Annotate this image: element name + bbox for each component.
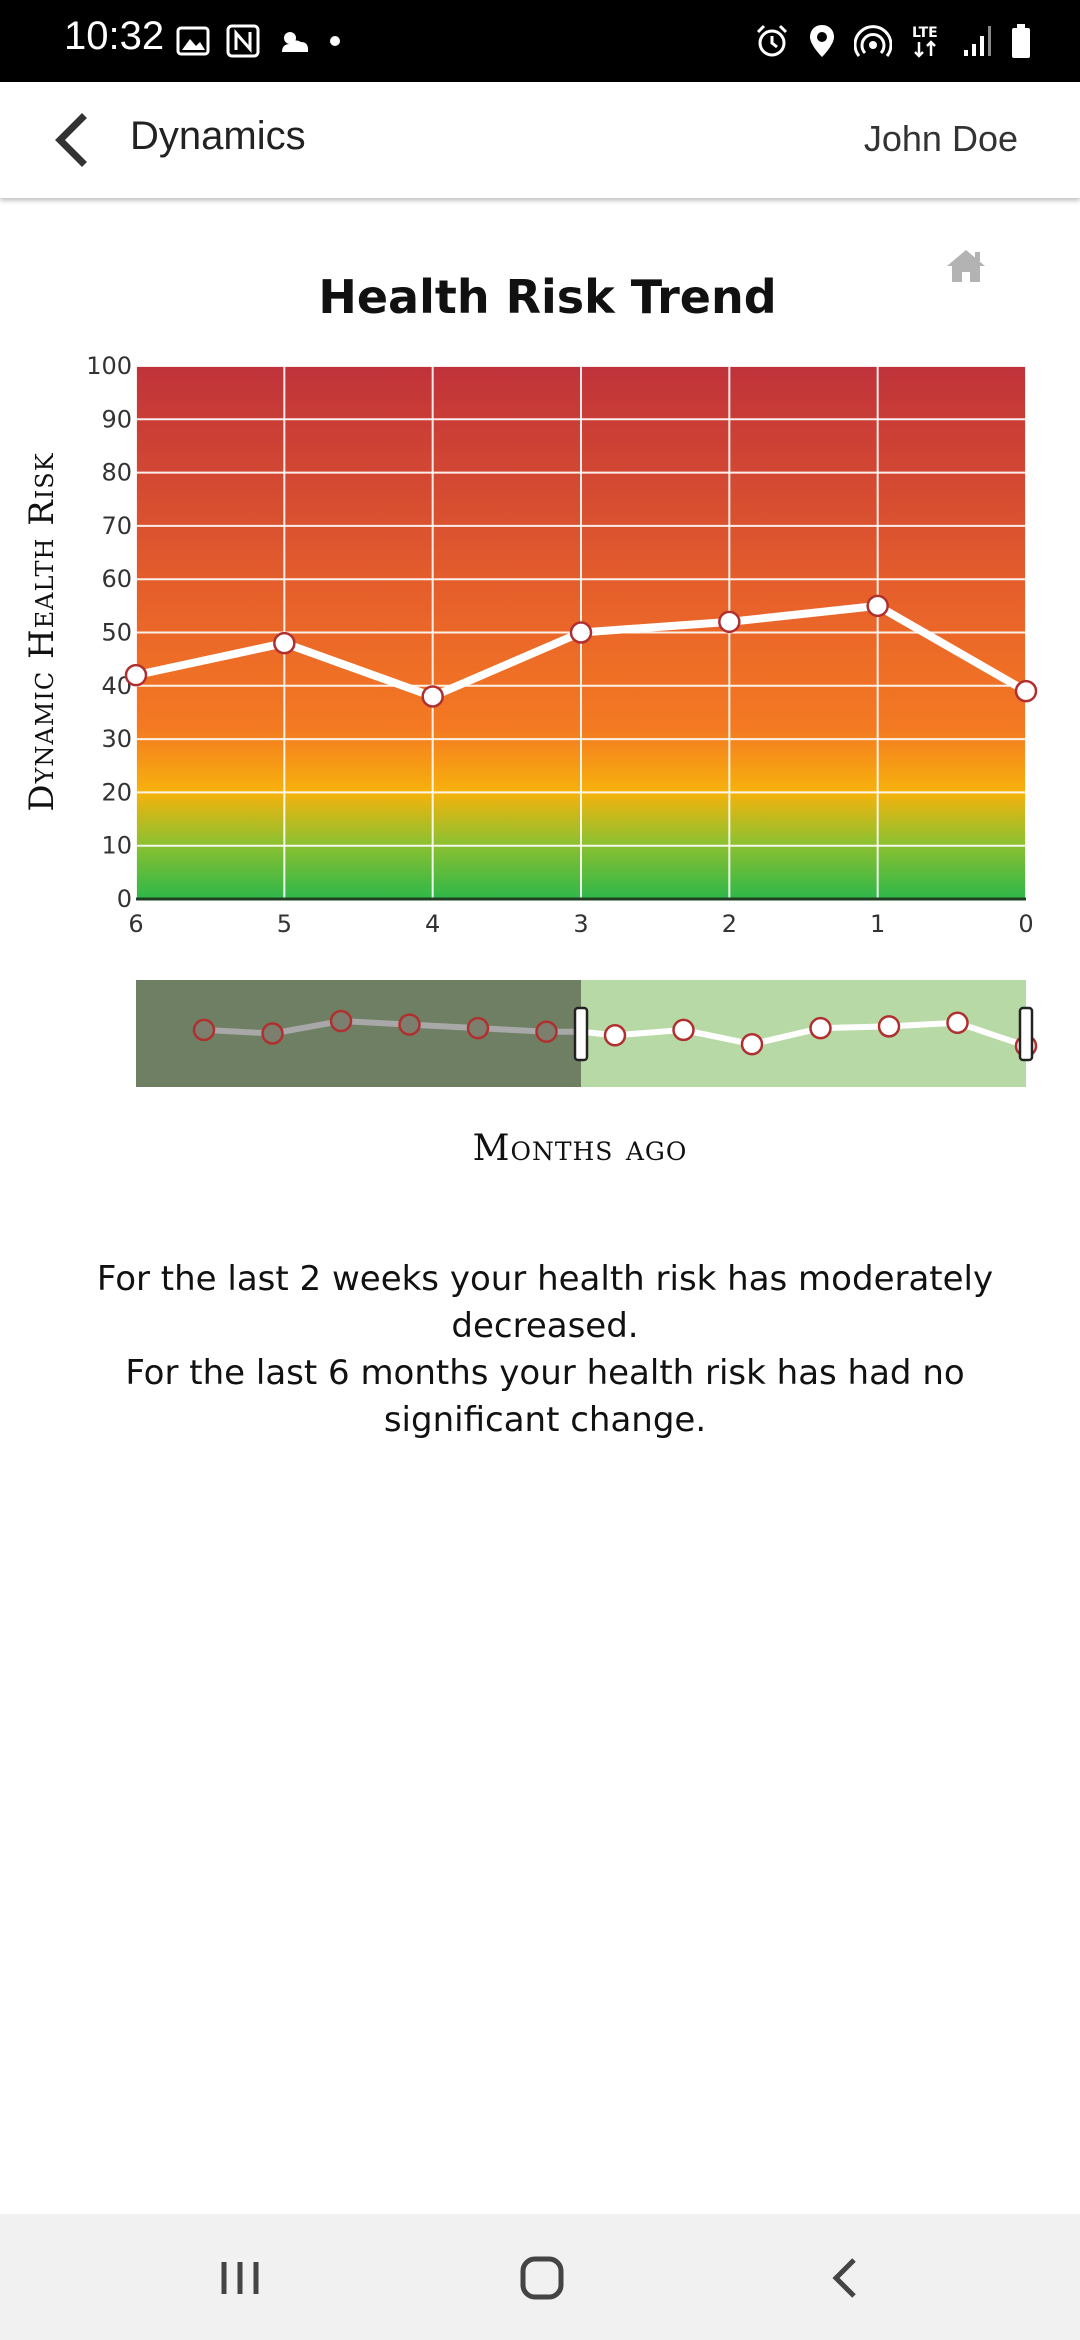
navigator-point [192,1018,216,1042]
summary: For the last 2 weeks your health risk ha… [60,1256,1030,1444]
y-tick-label: 90 [101,405,132,433]
y-tick-label: 10 [101,832,132,860]
dot-icon [330,36,340,46]
signal-icon [964,26,991,56]
back-button[interactable] [44,110,104,170]
navigator-point [672,1018,695,1042]
x-tick-label: 6 [128,910,143,938]
data-point[interactable] [1014,679,1038,703]
y-tick-label: 20 [101,778,132,806]
data-point[interactable] [124,663,148,687]
summary-six-months: For the last 6 months your health risk h… [125,1353,965,1440]
status-left-icons [176,18,342,64]
lte-label: LTE [912,25,938,41]
page-title: Dynamics [130,114,306,158]
navigator-point [740,1032,764,1056]
navigator-line-selected [580,1019,1027,1049]
status-bar: 10:32 [0,0,1080,82]
x-tick-label: 3 [573,910,588,938]
navigator-point [603,1024,627,1047]
data-point[interactable] [273,631,296,655]
navigator-point [329,1009,353,1033]
location-icon [810,25,834,57]
x-tick-label: 1 [870,910,885,938]
data-point[interactable] [718,610,741,634]
system-nav-bar [0,2214,1080,2340]
navigator-point [535,1020,558,1043]
data-point[interactable] [569,621,593,644]
alarm-icon [756,24,788,57]
navigator-point [398,1013,421,1036]
navigator-handle-left[interactable] [573,1006,589,1062]
navigator-point [809,1016,832,1040]
navigator-point [466,1016,490,1040]
user-name[interactable]: John Doe [863,118,1018,159]
y-tick-label: 0 [117,885,132,913]
data-point[interactable] [866,594,889,618]
hotspot-icon [854,25,892,57]
series-line [132,601,1028,701]
y-tick-label: 70 [101,512,132,540]
y-tick-label: 30 [101,725,132,753]
recent-apps-icon[interactable] [210,2248,270,2308]
back-nav-icon[interactable] [816,2248,876,2308]
y-tick-label: 80 [101,459,132,487]
status-time: 10:32 [64,14,165,58]
y-tick-label: 60 [101,565,132,593]
y-tick-label: 100 [86,352,132,380]
x-axis-title: Months ago [472,1128,688,1169]
x-tick-label: 4 [425,910,440,938]
battery-icon [1012,24,1030,58]
x-tick-label: 2 [722,910,737,938]
x-tick-label: 5 [277,910,292,938]
home-nav-icon[interactable] [512,2248,572,2308]
image-icon [176,26,210,56]
status-right-icons: LTE [754,18,1032,64]
home-icon[interactable] [944,246,988,286]
weather-icon [282,32,309,52]
y-tick-label: 50 [101,619,132,647]
data-point[interactable] [421,685,444,708]
chart-title: Health Risk Trend [318,270,777,324]
app-bar: Dynamics John Doe [0,82,1080,198]
navigator-point [877,1015,901,1038]
navigator-point [946,1011,969,1035]
navigator-point [261,1022,284,1045]
summary-two-weeks: For the last 2 weeks your health risk ha… [96,1259,994,1346]
navigator-handle-right[interactable] [1018,1006,1034,1062]
lte-icon: LTE [912,25,938,58]
x-tick-label: 0 [1018,910,1033,938]
nfc-icon [226,24,260,58]
